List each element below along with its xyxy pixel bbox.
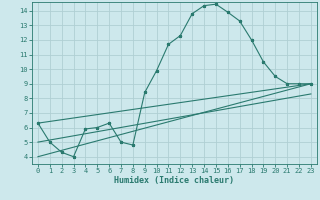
X-axis label: Humidex (Indice chaleur): Humidex (Indice chaleur) [115,176,234,185]
